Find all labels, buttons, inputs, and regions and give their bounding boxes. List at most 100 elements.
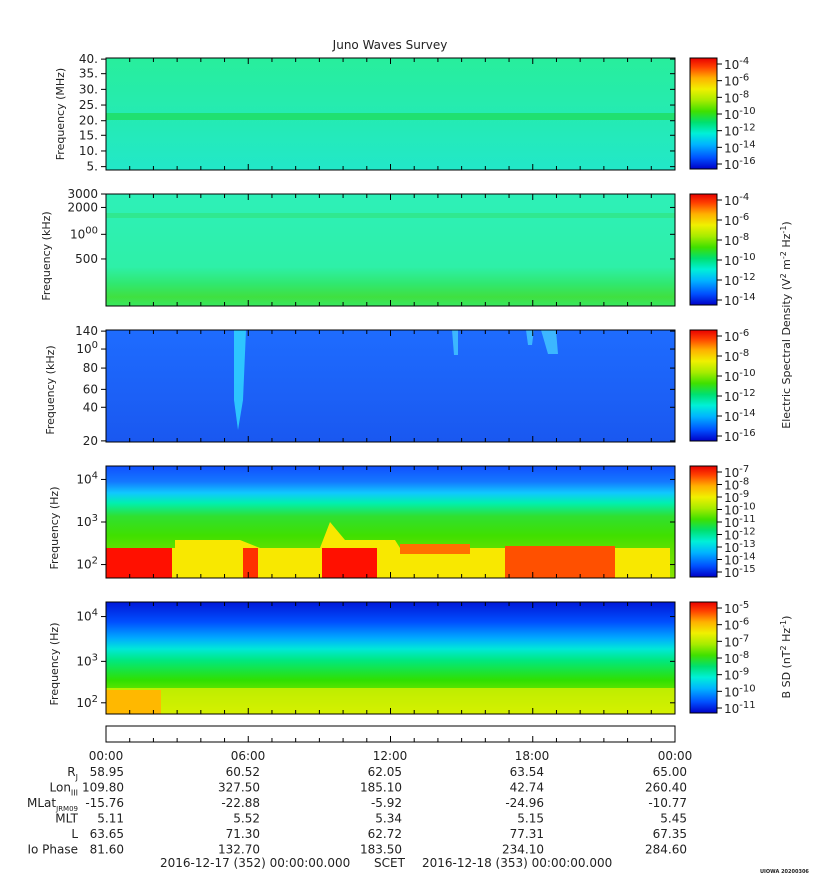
colorbar-tick-label: 10-8 bbox=[724, 348, 749, 364]
ytick-label: 3000 bbox=[67, 187, 98, 201]
ephemeris-rows: RJ 58.95 60.52 62.05 63.54 65.00 LonIII 109.80 3… bbox=[27, 765, 687, 857]
colorbar-tick-label: 10-10 bbox=[724, 502, 756, 518]
colorbar-tick-label: 10-4 bbox=[724, 56, 749, 72]
ytick-label: 140 bbox=[75, 324, 98, 338]
panel-4-red-3 bbox=[322, 548, 377, 578]
ephemeris-value: 5.52 bbox=[233, 812, 260, 826]
ephemeris-value: 109.80 bbox=[82, 781, 124, 795]
ytick-label: 103 bbox=[76, 652, 98, 668]
colorbar-4 bbox=[689, 465, 718, 578]
panel-4-ylabel: Frequency (Hz) bbox=[48, 487, 61, 570]
time-label: 00:00 bbox=[658, 749, 693, 763]
ephemeris-row-label: Io Phase bbox=[27, 843, 78, 857]
panel-4-xticks bbox=[105, 466, 676, 578]
colorbar-tick-label: 10-12 bbox=[724, 272, 756, 288]
colorbar-tick-label: 10-11 bbox=[724, 700, 756, 716]
colorbar-tick-label: 10-12 bbox=[724, 388, 756, 404]
ytick-label: 20. bbox=[79, 114, 98, 128]
panel-3-ylabel: Frequency (kHz) bbox=[44, 345, 57, 434]
colorbar-1 bbox=[689, 57, 718, 170]
time-label: 12:00 bbox=[373, 749, 408, 763]
time-strip-ticks bbox=[105, 736, 676, 742]
ytick-label: 60 bbox=[83, 382, 98, 396]
ephemeris-value: 62.05 bbox=[368, 765, 402, 779]
panel-4-red-4 bbox=[400, 544, 470, 554]
footer-stamp: UIOWA 20200306 bbox=[760, 869, 809, 875]
colorbar-tick-label: 10-6 bbox=[724, 617, 749, 633]
ephemeris-value: 5.11 bbox=[97, 812, 124, 826]
colorbar-e-label: Electric Spectral Density (V2 m-2 Hz-1) bbox=[779, 221, 793, 428]
colorbar-tick-label: 10-16 bbox=[724, 156, 756, 172]
ephemeris-value: 42.74 bbox=[510, 781, 544, 795]
ephemeris-value: 183.50 bbox=[360, 843, 402, 857]
panel-4-red-2 bbox=[243, 548, 258, 578]
colorbar-tick-label: 10-12 bbox=[724, 123, 756, 139]
ephemeris-value: 81.60 bbox=[90, 843, 124, 857]
panel-1-ylabel: Frequency (MHz) bbox=[54, 68, 67, 160]
colorbar-tick-label: 10-15 bbox=[724, 564, 756, 580]
ytick-label: 1000 bbox=[70, 225, 98, 241]
colorbar-3 bbox=[689, 329, 718, 442]
time-label: 00:00 bbox=[89, 749, 124, 763]
ephemeris-value: 63.54 bbox=[510, 765, 544, 779]
footer-end: 2016-12-18 (353) 00:00:00.000 bbox=[422, 856, 612, 870]
panel-5-yticks: 104 103 102 bbox=[76, 608, 675, 710]
ephemeris-value: 185.10 bbox=[360, 781, 402, 795]
panel-3-burst-1 bbox=[234, 330, 246, 430]
colorbar-4-ticks: 10-710-810-910-1010-1110-1210-1310-1410-… bbox=[717, 464, 756, 580]
panel-1-xticks bbox=[105, 58, 676, 170]
panel-3-burst-2 bbox=[452, 330, 458, 355]
ytick-label: 10. bbox=[79, 144, 98, 158]
ephemeris-value: 65.00 bbox=[653, 765, 687, 779]
ephemeris-value: 234.10 bbox=[502, 843, 544, 857]
panel-5-ylabel: Frequency (Hz) bbox=[48, 623, 61, 706]
footer-start: 2016-12-17 (352) 00:00:00.000 bbox=[160, 856, 350, 870]
colorbar-tick-label: 10-14 bbox=[724, 552, 756, 568]
panel-3-yticks: 140 100 80 60 40 20 bbox=[75, 324, 675, 448]
ephemeris-value: 71.30 bbox=[226, 827, 260, 841]
panel-2-spectrogram bbox=[106, 194, 675, 306]
panel-4-yticks: 104 103 102 bbox=[76, 470, 675, 572]
ephemeris-value: 132.70 bbox=[218, 843, 260, 857]
colorbar-tick-label: 10-6 bbox=[724, 73, 749, 89]
colorbar-tick-label: 10-7 bbox=[724, 633, 749, 649]
time-label: 06:00 bbox=[231, 749, 266, 763]
panel-1-band-21mhz bbox=[106, 113, 675, 120]
ytick-label: 30. bbox=[79, 82, 98, 96]
panel-2-ylabel: Frequency (kHz) bbox=[40, 211, 53, 300]
ephemeris-row-label: MLT bbox=[55, 812, 78, 826]
colorbar-2 bbox=[689, 193, 718, 306]
ephemeris-value: -24.96 bbox=[505, 796, 544, 810]
ephemeris-row-label: RJ bbox=[67, 765, 78, 782]
colorbar-tick-label: 10-10 bbox=[724, 683, 756, 699]
ephemeris-value: 63.65 bbox=[90, 827, 124, 841]
ephemeris-value: 5.45 bbox=[660, 812, 687, 826]
colorbar-tick-label: 10-8 bbox=[724, 232, 749, 248]
ytick-label: 40. bbox=[79, 52, 98, 66]
figure-title: Juno Waves Survey bbox=[332, 38, 448, 52]
colorbar-tick-label: 10-9 bbox=[724, 667, 749, 683]
ephemeris-value: 62.72 bbox=[368, 827, 402, 841]
colorbar-tick-label: 10-13 bbox=[724, 539, 756, 555]
ephemeris-row-label: L bbox=[71, 827, 78, 841]
colorbar-tick-label: 10-12 bbox=[724, 527, 756, 543]
ephemeris-value: 260.40 bbox=[645, 781, 687, 795]
ytick-label: 40 bbox=[83, 400, 98, 414]
ytick-label: 500 bbox=[75, 252, 98, 266]
ytick-label: 100 bbox=[76, 340, 98, 356]
ephemeris-value: -10.77 bbox=[648, 796, 687, 810]
ephemeris-value: -15.76 bbox=[85, 796, 124, 810]
colorbar-tick-label: 10-9 bbox=[724, 489, 749, 505]
colorbar-tick-label: 10-10 bbox=[724, 106, 756, 122]
colorbar-tick-label: 10-16 bbox=[724, 428, 756, 444]
ytick-label: 35. bbox=[79, 67, 98, 81]
ytick-label: 102 bbox=[76, 556, 98, 572]
colorbar-tick-label: 10-14 bbox=[724, 292, 756, 308]
colorbar-tick-label: 10-6 bbox=[724, 212, 749, 228]
footer-scet: SCET bbox=[374, 856, 406, 870]
panel-3-burst-4 bbox=[541, 330, 558, 354]
